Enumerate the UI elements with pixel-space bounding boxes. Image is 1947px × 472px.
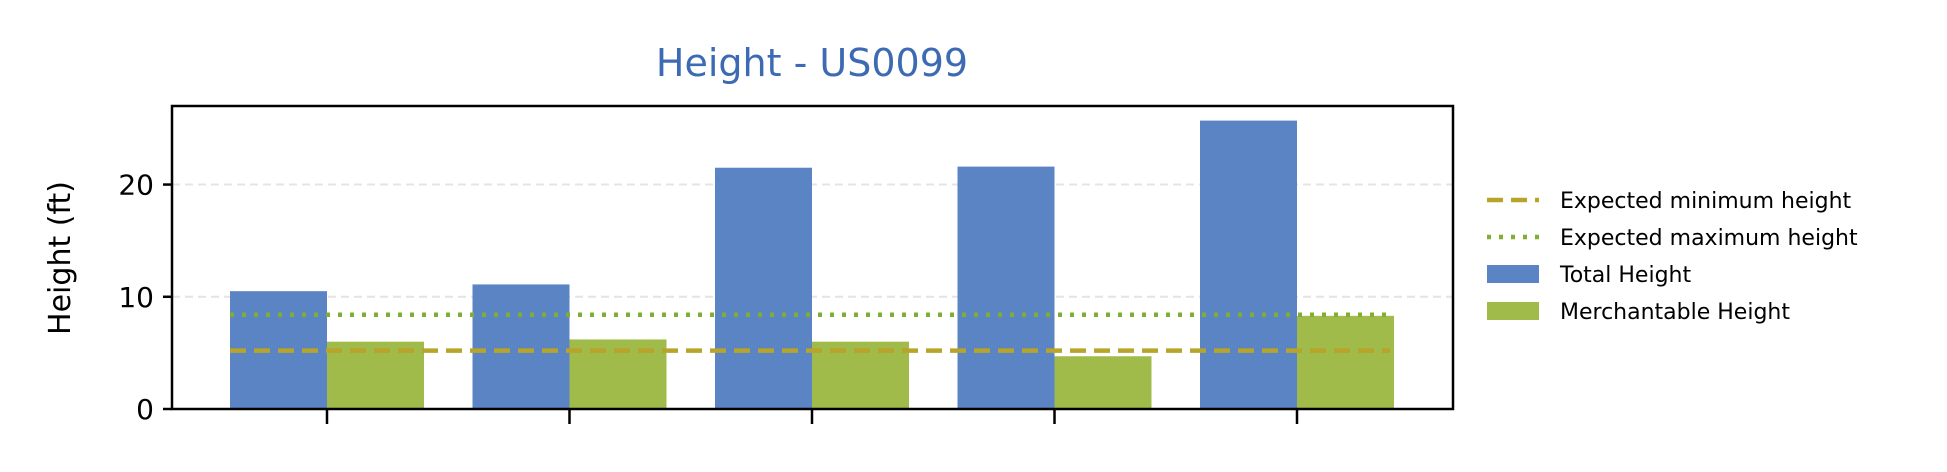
bars [230,120,1394,409]
legend-merchantable-height-label: Merchantable Height [1560,300,1790,325]
reference-lines [230,312,1390,353]
merchantable-height-bar-5 [1297,315,1394,409]
total-height-bar-3 [715,167,812,409]
legend-expected-maximum-height-label: Expected maximum height [1560,226,1858,251]
merchantable-height-bar-4 [1054,356,1152,409]
legend: Expected minimum height Expected maximum … [1487,189,1858,325]
y-tick-label-10: 10 [118,281,154,314]
legend-total-height-swatch [1487,265,1539,283]
total-height-bar-2 [472,284,570,409]
axes: 0 10 20 [118,104,1455,426]
y-tick-label-20: 20 [118,169,154,202]
chart-title: Height - US0099 [656,41,968,85]
total-height-bar-4 [957,166,1055,409]
total-height-bar-5 [1200,120,1297,409]
legend-expected-minimum-height-label: Expected minimum height [1560,189,1852,214]
y-tick-label-0: 0 [136,393,154,426]
legend-merchantable-height-swatch [1487,302,1539,320]
legend-total-height-label: Total Height [1559,263,1691,288]
y-axis-label: Height (ft) [43,181,78,335]
